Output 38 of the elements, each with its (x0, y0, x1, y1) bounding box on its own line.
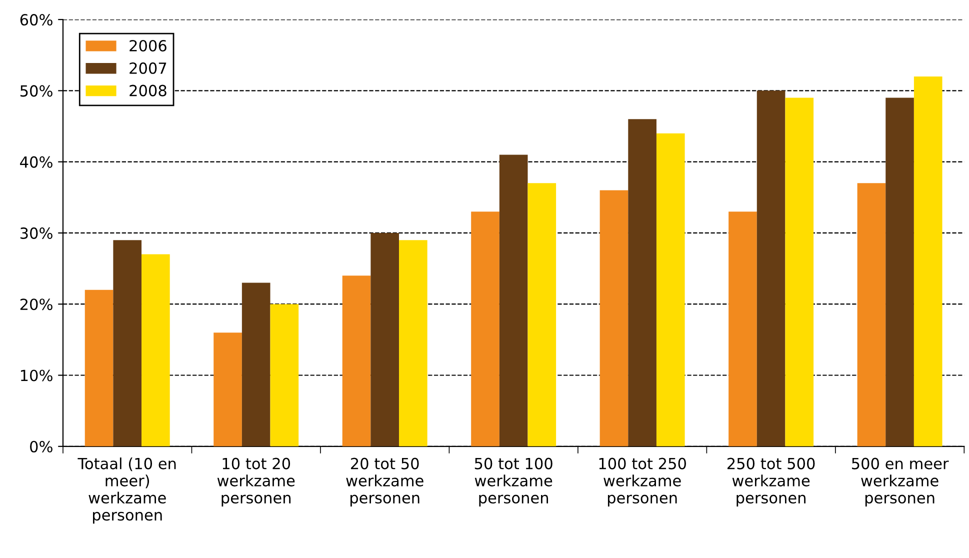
bar (857, 183, 886, 446)
y-tick-label: 60% (20, 14, 52, 26)
bar (342, 276, 371, 446)
legend-label: 2007 (130, 62, 166, 74)
bar (785, 98, 814, 446)
bar (142, 254, 170, 446)
y-tick-label: 30% (20, 227, 52, 239)
x-tick-label: 10 tot 20 werkzame personen (217, 458, 295, 507)
bar (728, 212, 757, 446)
bar (499, 154, 528, 446)
bar (270, 304, 299, 446)
bar (214, 332, 242, 446)
x-tick-label: 100 tot 250 werkzame personen (599, 458, 686, 507)
legend-label: 2006 (130, 40, 166, 52)
x-tick-label: 50 tot 100 werkzame personen (474, 458, 552, 507)
legend-label: 2008 (130, 84, 166, 96)
bar (886, 98, 914, 446)
y-tick-label: 50% (20, 85, 52, 97)
bar (398, 240, 428, 446)
bar (370, 232, 399, 446)
bar (84, 290, 114, 446)
bar (914, 76, 942, 446)
x-tick-label: 500 en meer werkzame personen (852, 458, 949, 507)
bar (656, 133, 685, 446)
bar (242, 282, 270, 446)
x-tick-label: 250 tot 500 werkzame personen (727, 458, 815, 507)
x-tick-label: Totaal (10 en meer) werkzame personen (78, 458, 176, 524)
y-tick-label: 10% (20, 370, 52, 382)
bar (113, 240, 142, 446)
bar (471, 212, 500, 446)
bar (756, 90, 786, 446)
x-tick-label: 20 tot 50 werkzame personen (346, 458, 424, 507)
y-tick-label: 20% (20, 298, 52, 310)
bar (600, 190, 628, 446)
bar (528, 183, 556, 446)
bar (628, 119, 656, 446)
y-tick-label: 40% (20, 156, 52, 168)
y-tick-label: 0% (30, 440, 52, 452)
